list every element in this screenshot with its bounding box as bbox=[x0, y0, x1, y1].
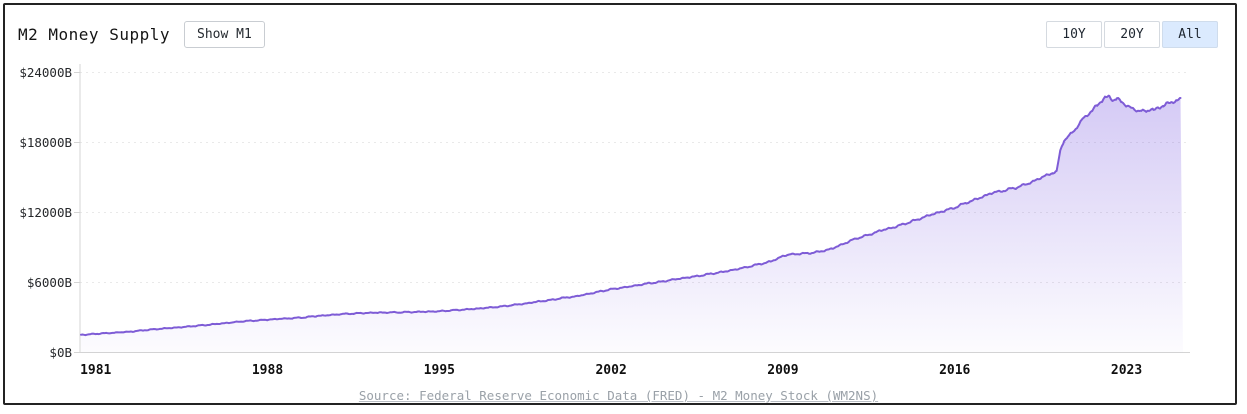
source-attribution-link[interactable]: Source: Federal Reserve Economic Data (F… bbox=[358, 388, 879, 403]
x-axis-tick-label: 1988 bbox=[252, 363, 283, 378]
range-button-10y[interactable]: 10Y bbox=[1046, 21, 1102, 48]
time-range-selector: 10Y 20Y All bbox=[1046, 21, 1218, 48]
chart-header: M2 Money Supply Show M1 bbox=[18, 21, 265, 48]
m2-series-line bbox=[80, 94, 1182, 337]
y-axis-tick-label: $0B bbox=[49, 345, 72, 360]
x-axis-tick-label: 2002 bbox=[595, 363, 626, 378]
range-button-all[interactable]: All bbox=[1162, 21, 1218, 48]
m2-area-fill bbox=[81, 95, 1183, 353]
x-axis-tick-label: 2023 bbox=[1111, 363, 1142, 378]
x-axis-tick-label: 1995 bbox=[424, 363, 455, 378]
y-axis-tick-label: $12000B bbox=[19, 205, 72, 220]
x-axis-tick-label: 1981 bbox=[80, 363, 111, 378]
show-m1-toggle-button[interactable]: Show M1 bbox=[184, 21, 265, 48]
chart-title: M2 Money Supply bbox=[18, 25, 170, 44]
y-axis-tick-label: $6000B bbox=[27, 275, 72, 290]
range-button-20y[interactable]: 20Y bbox=[1104, 21, 1160, 48]
y-axis-tick-label: $18000B bbox=[19, 135, 72, 150]
x-axis-tick-label: 2009 bbox=[767, 363, 798, 378]
x-axis-tick-label: 2016 bbox=[939, 363, 970, 378]
y-axis-tick-label: $24000B bbox=[19, 65, 72, 80]
